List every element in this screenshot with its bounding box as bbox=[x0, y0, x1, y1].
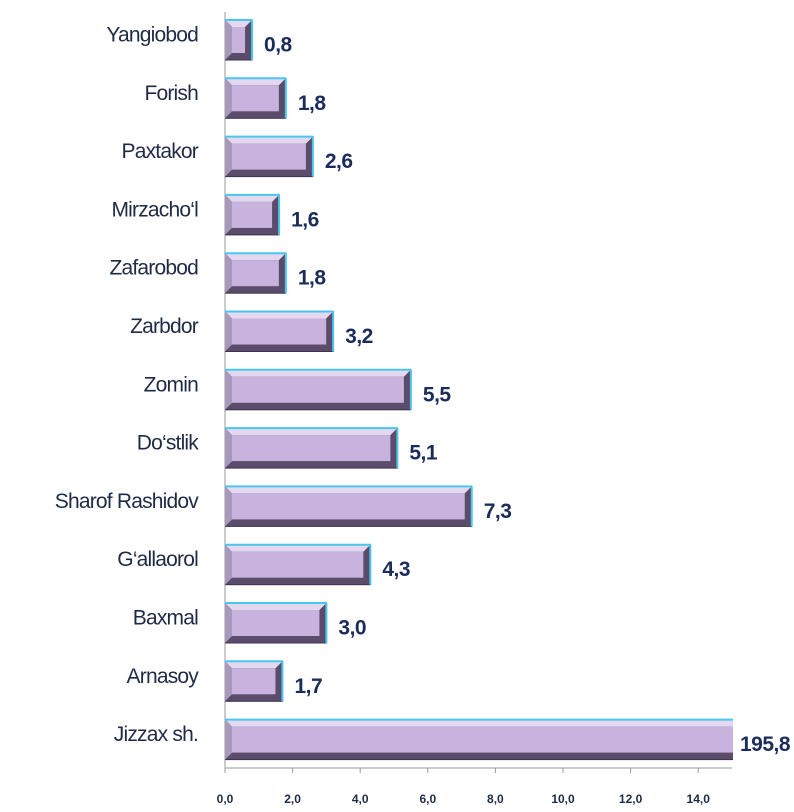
bar-face bbox=[232, 376, 404, 403]
value-label: 5,5 bbox=[423, 383, 452, 406]
bar-bevel bbox=[225, 194, 280, 202]
bar-face bbox=[232, 551, 364, 578]
bar-bevel bbox=[225, 719, 232, 760]
y-tick-label: Sharof Rashidov bbox=[55, 490, 200, 513]
bar-bevel bbox=[225, 603, 327, 610]
value-label: 1,6 bbox=[291, 208, 319, 231]
bar-bevel bbox=[225, 661, 283, 669]
bar-bevel bbox=[225, 428, 398, 436]
bar-face bbox=[232, 143, 306, 170]
bar-bevel bbox=[225, 311, 334, 319]
y-tick-label: Forish bbox=[144, 82, 198, 105]
bar-face bbox=[232, 493, 465, 520]
x-tick-label: 10,0 bbox=[551, 792, 575, 806]
x-tick-label: 2,0 bbox=[284, 792, 301, 806]
bar-bevel bbox=[225, 369, 411, 377]
bar-bevel bbox=[225, 253, 286, 261]
x-tick-label: 14,0 bbox=[687, 792, 711, 806]
bar-bevel bbox=[225, 369, 232, 410]
y-tick-label: Zarbdor bbox=[130, 315, 199, 338]
bar-face bbox=[232, 668, 276, 695]
y-tick-label: Arnasoy bbox=[127, 665, 200, 688]
bar-bevel bbox=[225, 603, 232, 643]
y-tick-label: Yangiobod bbox=[106, 24, 198, 47]
value-label: 1,8 bbox=[298, 92, 327, 115]
bar-face bbox=[232, 610, 320, 636]
bar-bevel bbox=[225, 486, 472, 494]
value-label: 3,0 bbox=[338, 617, 366, 640]
value-label: 2,6 bbox=[325, 150, 353, 173]
bar-bevel bbox=[225, 20, 253, 27]
x-tick-label: 0,0 bbox=[217, 792, 234, 806]
value-label: 0,8 bbox=[264, 34, 293, 57]
bar-face bbox=[232, 260, 279, 287]
x-tick-label: 6,0 bbox=[419, 792, 436, 806]
value-label: 4,3 bbox=[382, 558, 410, 581]
y-tick-label: Do‘stlik bbox=[137, 432, 200, 455]
bar-bevel bbox=[225, 486, 232, 527]
bar-bevel bbox=[225, 194, 232, 235]
value-label: 3,2 bbox=[345, 325, 373, 348]
y-tick-label: Mirzacho‘l bbox=[111, 198, 198, 221]
y-tick-label: Paxtakor bbox=[122, 140, 199, 163]
x-tick-label: 4,0 bbox=[352, 792, 369, 806]
bar-bevel bbox=[225, 253, 232, 294]
bar-bevel bbox=[225, 428, 232, 469]
bar-bevel bbox=[225, 78, 232, 119]
y-tick-label: Jizzax sh. bbox=[114, 723, 198, 746]
value-label: 195,8 bbox=[740, 733, 791, 756]
bar-face bbox=[232, 27, 246, 53]
bars bbox=[225, 19, 733, 761]
bar-bevel bbox=[225, 661, 232, 702]
value-label: 1,8 bbox=[298, 267, 327, 290]
y-tick-label: Baxmal bbox=[133, 607, 198, 630]
value-label: 1,7 bbox=[294, 675, 322, 698]
y-tick-label: Zomin bbox=[144, 373, 198, 396]
y-tick-label: G‘allaorol bbox=[117, 548, 198, 571]
x-tick-label: 8,0 bbox=[487, 792, 504, 806]
value-label: 5,1 bbox=[409, 442, 438, 465]
bar-bevel bbox=[225, 544, 232, 585]
bar-bevel bbox=[225, 311, 232, 352]
bar-bevel bbox=[225, 20, 232, 60]
bar-face bbox=[232, 435, 391, 462]
bar-bevel bbox=[225, 719, 733, 727]
x-tick-label: 12,0 bbox=[619, 792, 643, 806]
bar-bevel bbox=[225, 136, 232, 177]
value-label: 7,3 bbox=[484, 500, 512, 523]
bar-bevel bbox=[225, 136, 313, 144]
bar-bevel bbox=[225, 78, 286, 86]
y-tick-label: Zafarobod bbox=[109, 257, 198, 280]
bar-face bbox=[232, 201, 273, 228]
bar-bevel bbox=[225, 544, 371, 552]
bar-face bbox=[232, 726, 733, 753]
bar-face bbox=[232, 318, 327, 345]
bar-face bbox=[232, 85, 279, 112]
